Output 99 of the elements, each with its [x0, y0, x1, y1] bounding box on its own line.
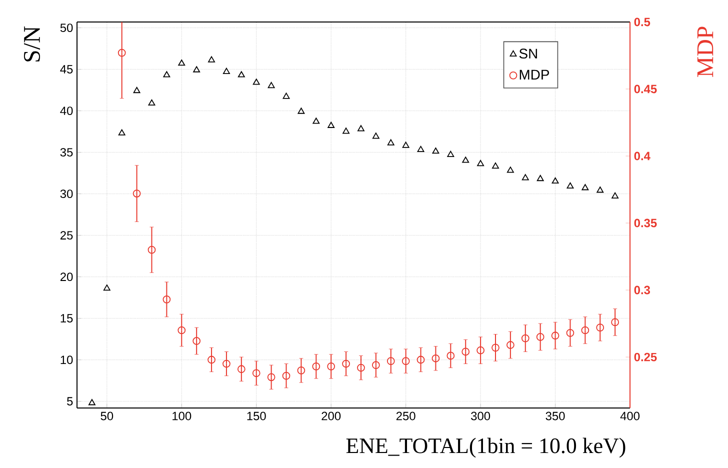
point	[566, 182, 574, 189]
point	[551, 332, 560, 340]
point	[521, 334, 530, 342]
y-tick-label: 15	[60, 314, 73, 322]
point	[208, 356, 216, 364]
point	[163, 71, 170, 78]
point	[118, 48, 126, 57]
x-tick-label: 50	[100, 412, 114, 420]
x-tick-label: 350	[546, 412, 565, 420]
point	[148, 246, 156, 254]
point	[297, 366, 306, 374]
point	[312, 362, 320, 370]
point	[223, 68, 230, 74]
point	[611, 318, 619, 326]
point	[162, 295, 171, 304]
point	[387, 139, 394, 146]
x-tick-label: 400	[620, 412, 640, 420]
point	[506, 166, 514, 173]
point	[432, 148, 440, 154]
y-tick-label: 45	[60, 65, 73, 74]
point	[582, 184, 589, 190]
point	[566, 328, 574, 337]
y-tick-label: 25	[60, 231, 73, 240]
x-tick-label: 100	[172, 412, 192, 420]
point	[328, 122, 335, 128]
point	[357, 364, 365, 372]
y2-tick-label: 0.4	[634, 152, 650, 160]
point	[596, 186, 604, 193]
y2-tick-label: 0.3	[634, 286, 650, 294]
y2-tick-label: 0.25	[634, 352, 657, 362]
point	[536, 174, 544, 182]
point	[536, 333, 544, 341]
point	[103, 284, 110, 291]
point	[342, 360, 350, 368]
y-tick-label: 10	[60, 356, 73, 364]
point	[596, 324, 604, 332]
point	[282, 372, 290, 380]
y-tick-label: 20	[60, 272, 73, 282]
point	[192, 337, 201, 345]
point	[432, 354, 440, 362]
point	[252, 369, 260, 378]
point	[222, 360, 230, 368]
x-tick-label: 150	[247, 412, 266, 420]
point	[477, 160, 484, 166]
y-tick-label: 50	[60, 24, 73, 32]
x-axis-title: ENE_TOTAL(1bin = 10.0 keV)	[346, 438, 626, 458]
legend-label: SN	[519, 48, 537, 59]
point	[581, 326, 590, 334]
point	[506, 341, 514, 349]
point	[447, 150, 454, 157]
point	[208, 56, 215, 62]
point	[372, 132, 380, 139]
point	[178, 326, 186, 334]
point	[178, 60, 186, 66]
point	[88, 399, 96, 406]
point	[133, 86, 140, 94]
x-tick-label: 250	[396, 412, 416, 420]
point	[476, 346, 484, 354]
legend-label: MDP	[520, 70, 549, 80]
point	[612, 192, 619, 198]
x-tick-label: 300	[471, 412, 490, 420]
y2-axis-title: MDP	[697, 26, 714, 77]
y-tick-label: 30	[60, 190, 73, 198]
y-tick-label: 35	[60, 148, 73, 157]
point	[358, 125, 364, 132]
y2-tick-label: 0.5	[634, 18, 650, 26]
point	[462, 156, 470, 163]
point	[416, 356, 425, 364]
point	[522, 174, 529, 180]
point	[312, 118, 320, 124]
y2-tick-label: 0.45	[634, 84, 657, 94]
x-tick-label: 200	[322, 412, 341, 420]
point	[148, 99, 156, 106]
point	[372, 361, 380, 370]
point	[402, 357, 410, 366]
point	[237, 365, 246, 374]
point	[462, 348, 470, 356]
point	[386, 357, 395, 366]
point	[327, 362, 336, 370]
point	[446, 352, 455, 360]
point	[492, 344, 500, 352]
y2-tick-label: 0.35	[634, 218, 657, 228]
point	[492, 162, 499, 169]
point	[417, 146, 424, 152]
point	[552, 177, 559, 184]
point	[238, 71, 245, 78]
point	[342, 128, 350, 134]
y-axis-title: S/N	[24, 26, 40, 62]
point	[268, 82, 275, 88]
point	[298, 108, 305, 114]
point	[282, 92, 290, 99]
point	[132, 190, 141, 198]
point	[193, 66, 200, 72]
point	[118, 129, 126, 136]
y-tick-label: 5	[67, 397, 73, 406]
y-tick-label: 40	[60, 106, 73, 116]
point	[402, 142, 410, 148]
point	[252, 78, 260, 85]
point	[267, 373, 276, 382]
